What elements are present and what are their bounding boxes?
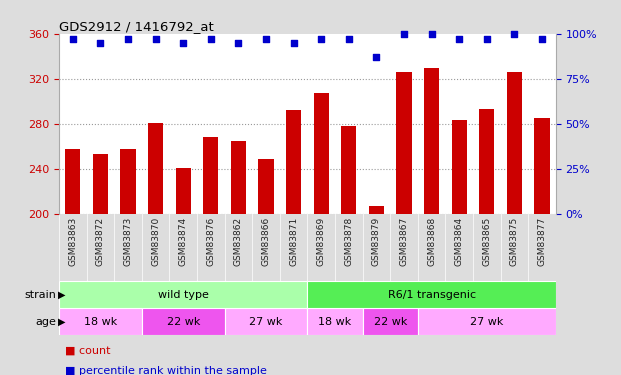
Text: 27 wk: 27 wk xyxy=(249,317,283,327)
Bar xyxy=(418,308,556,335)
Point xyxy=(427,31,437,37)
Text: GSM83865: GSM83865 xyxy=(483,217,491,266)
Text: 22 wk: 22 wk xyxy=(166,317,200,327)
Bar xyxy=(479,109,494,214)
Text: R6/1 transgenic: R6/1 transgenic xyxy=(388,290,476,300)
Point xyxy=(399,31,409,37)
Bar xyxy=(286,110,301,214)
Point xyxy=(151,36,161,42)
Bar xyxy=(148,123,163,214)
Bar xyxy=(258,159,274,214)
Text: 27 wk: 27 wk xyxy=(470,317,504,327)
Bar xyxy=(59,308,142,335)
Bar xyxy=(396,72,412,214)
Point xyxy=(206,36,215,42)
Bar xyxy=(307,308,363,335)
Point xyxy=(316,36,326,42)
Point xyxy=(537,36,547,42)
Bar xyxy=(231,141,246,214)
Text: GSM83873: GSM83873 xyxy=(124,217,132,266)
Text: 22 wk: 22 wk xyxy=(373,317,407,327)
Text: GSM83869: GSM83869 xyxy=(317,217,325,266)
Text: GDS2912 / 1416792_at: GDS2912 / 1416792_at xyxy=(59,20,214,33)
Text: 18 wk: 18 wk xyxy=(84,317,117,327)
Point xyxy=(261,36,271,42)
Bar xyxy=(65,148,80,214)
Point xyxy=(233,40,243,46)
Text: age: age xyxy=(35,317,56,327)
Text: ■ count: ■ count xyxy=(65,345,111,355)
Text: GSM83867: GSM83867 xyxy=(399,217,409,266)
Text: GSM83868: GSM83868 xyxy=(427,217,436,266)
Point xyxy=(454,36,464,42)
Text: GSM83872: GSM83872 xyxy=(96,217,105,266)
Point xyxy=(482,36,492,42)
Text: GSM83879: GSM83879 xyxy=(372,217,381,266)
Text: ▶: ▶ xyxy=(58,290,66,300)
Text: GSM83878: GSM83878 xyxy=(344,217,353,266)
Point xyxy=(96,40,106,46)
Bar xyxy=(203,137,219,214)
Bar xyxy=(120,148,135,214)
Text: ■ percentile rank within the sample: ■ percentile rank within the sample xyxy=(65,366,267,375)
Bar xyxy=(424,68,439,214)
Text: GSM83866: GSM83866 xyxy=(261,217,271,266)
Point xyxy=(509,31,519,37)
Text: GSM83862: GSM83862 xyxy=(234,217,243,266)
Bar xyxy=(535,118,550,214)
Text: GSM83876: GSM83876 xyxy=(206,217,215,266)
Bar xyxy=(307,281,556,308)
Point xyxy=(371,54,381,60)
Text: wild type: wild type xyxy=(158,290,209,300)
Point xyxy=(123,36,133,42)
Text: GSM83864: GSM83864 xyxy=(455,217,464,266)
Bar xyxy=(363,308,418,335)
Bar xyxy=(225,308,307,335)
Text: GSM83863: GSM83863 xyxy=(68,217,77,266)
Text: strain: strain xyxy=(24,290,56,300)
Text: GSM83877: GSM83877 xyxy=(538,217,546,266)
Point xyxy=(68,36,78,42)
Text: GSM83875: GSM83875 xyxy=(510,217,519,266)
Bar xyxy=(59,281,307,308)
Point xyxy=(289,40,299,46)
Bar xyxy=(451,120,467,214)
Point xyxy=(178,40,188,46)
Text: GSM83874: GSM83874 xyxy=(179,217,188,266)
Bar xyxy=(142,308,225,335)
Bar xyxy=(507,72,522,214)
Point xyxy=(344,36,354,42)
Text: GSM83871: GSM83871 xyxy=(289,217,298,266)
Text: GSM83870: GSM83870 xyxy=(151,217,160,266)
Bar xyxy=(93,154,108,214)
Bar xyxy=(176,168,191,214)
Text: 18 wk: 18 wk xyxy=(319,317,351,327)
Bar xyxy=(369,206,384,214)
Text: ▶: ▶ xyxy=(58,317,66,327)
Bar xyxy=(341,126,356,214)
Bar xyxy=(314,93,329,214)
